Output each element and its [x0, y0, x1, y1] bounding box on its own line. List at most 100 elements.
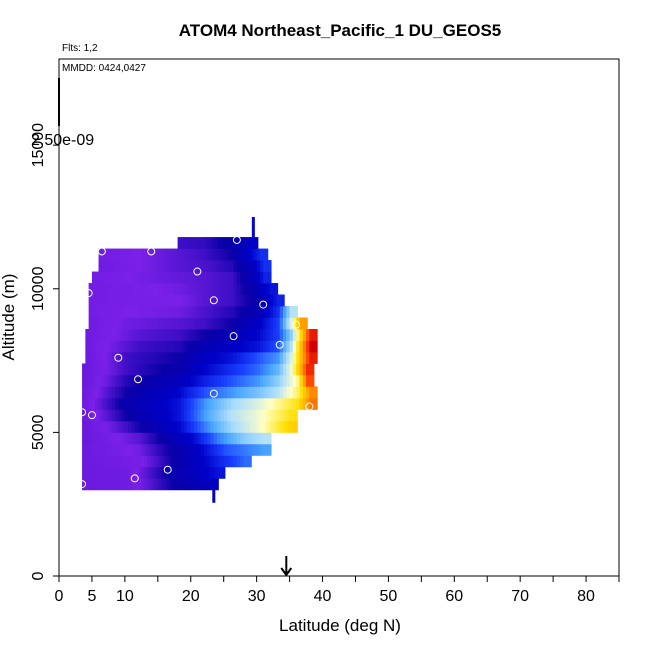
heatmap-cell	[263, 432, 268, 445]
heatmap-cell	[266, 374, 271, 387]
heatmap-cell	[171, 432, 175, 445]
heatmap-cell	[111, 432, 116, 445]
heatmap-cell	[197, 386, 202, 399]
heatmap-cell	[217, 351, 221, 364]
heatmap-cell	[105, 328, 109, 341]
heatmap-cell	[121, 478, 126, 491]
heatmap-cell	[82, 420, 86, 433]
heatmap-cell	[246, 237, 251, 249]
x-tick-label: 80	[577, 588, 595, 605]
heatmap-cell	[118, 374, 122, 387]
heatmap-cell	[240, 443, 244, 456]
heatmap-cell	[105, 271, 109, 284]
heatmap-cell	[167, 294, 172, 307]
heatmap-cell	[223, 294, 228, 307]
heatmap-cell	[171, 409, 175, 422]
heatmap-cell	[243, 328, 248, 341]
heatmap-cell	[174, 420, 178, 433]
heatmap-cell	[309, 328, 314, 341]
heatmap-cell	[194, 443, 198, 456]
heatmap-cell	[131, 317, 136, 330]
heatmap-cell	[138, 271, 142, 284]
heatmap-cell	[207, 478, 211, 491]
heatmap-cell	[253, 443, 258, 456]
heatmap-cell	[246, 328, 251, 341]
heatmap-cell	[302, 351, 307, 364]
heatmap-cell	[105, 374, 109, 387]
heatmap-cell	[144, 443, 149, 456]
heatmap-cell	[134, 466, 139, 479]
heatmap-cell	[210, 271, 215, 284]
heatmap-cell	[128, 351, 132, 364]
heatmap-cell	[111, 340, 116, 353]
heatmap-cell	[118, 248, 122, 261]
heatmap-cell	[292, 386, 297, 399]
heatmap-cell	[263, 283, 267, 295]
heatmap-cell	[134, 271, 139, 284]
heatmap-cell	[240, 340, 244, 353]
heatmap-cell	[151, 432, 155, 445]
heatmap-cell	[256, 363, 261, 376]
heatmap-cell	[207, 409, 211, 422]
heatmap-cell	[243, 271, 248, 284]
heatmap-cell	[141, 248, 146, 261]
heatmap-cell	[157, 306, 162, 318]
heatmap-cell	[207, 317, 211, 330]
heatmap-cell	[217, 443, 221, 456]
heatmap-cell	[180, 374, 185, 387]
heatmap-cell	[118, 328, 122, 341]
heatmap-cell	[184, 466, 188, 479]
heatmap-cell	[134, 386, 139, 399]
heatmap-cell	[269, 317, 274, 330]
heatmap-cell	[180, 455, 185, 468]
heatmap-cell	[88, 443, 93, 456]
heatmap-cell	[111, 443, 116, 456]
heatmap-cell	[236, 260, 241, 272]
heatmap-cell	[157, 386, 162, 399]
heatmap-cell	[147, 455, 152, 468]
heatmap-cell	[263, 328, 267, 341]
heatmap-cell	[95, 420, 99, 433]
heatmap-cell	[167, 260, 172, 272]
heatmap-cell	[223, 443, 228, 456]
heatmap-cell	[256, 283, 261, 295]
heatmap-cell	[263, 409, 267, 422]
heatmap-cell	[217, 374, 221, 387]
heatmap-cell	[88, 340, 93, 353]
flight-point	[147, 247, 156, 256]
heatmap-cell	[157, 409, 162, 422]
heatmap-cell	[134, 328, 139, 341]
heatmap-cell	[266, 397, 271, 410]
heatmap-cell	[187, 317, 192, 330]
heatmap-cell	[128, 306, 132, 318]
heatmap-cell	[131, 271, 136, 284]
heatmap-cell	[101, 328, 106, 341]
heatmap-cell	[128, 455, 132, 468]
heatmap-cell	[190, 432, 195, 445]
heatmap-cell	[177, 260, 182, 272]
heatmap-cell	[253, 432, 258, 445]
heatmap-cell	[180, 386, 185, 399]
heatmap-cell	[213, 306, 218, 318]
heatmap-cell	[171, 317, 175, 330]
heatmap-cell	[161, 466, 165, 479]
heatmap-cell	[207, 271, 211, 284]
heatmap-cell	[213, 386, 218, 399]
heatmap-cell	[197, 443, 202, 456]
heatmap-cell	[171, 374, 175, 387]
heatmap-cell	[98, 432, 103, 445]
heatmap-cell	[240, 328, 244, 341]
heatmap-cell	[85, 409, 90, 422]
heatmap-cell	[223, 374, 228, 387]
heatmap-cell	[200, 340, 205, 353]
heatmap-cell	[256, 294, 261, 307]
heatmap-cell	[174, 317, 178, 330]
heatmap-cell	[243, 443, 248, 456]
heatmap-cell	[207, 351, 211, 364]
heatmap-cell	[88, 317, 93, 330]
heatmap-cell	[187, 271, 192, 284]
heatmap-cell	[299, 317, 304, 330]
heatmap-cell	[194, 397, 198, 410]
heatmap-cell	[227, 306, 231, 318]
heatmap-cell	[88, 397, 93, 410]
